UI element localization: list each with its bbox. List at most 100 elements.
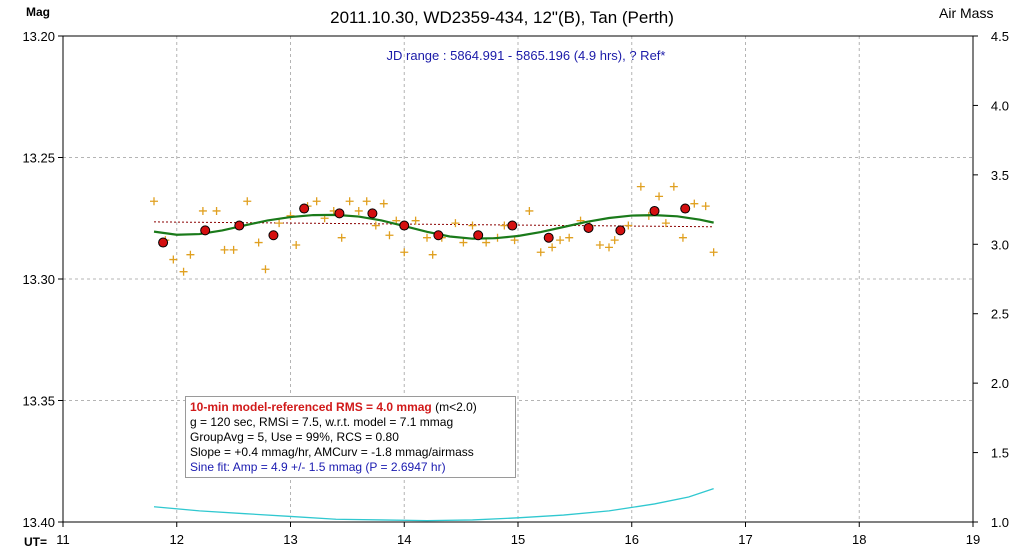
group-average-point [299, 203, 310, 214]
raw-data-point [678, 233, 687, 242]
raw-data-point [312, 197, 321, 206]
y-tick-label: 13.40 [22, 515, 55, 530]
group-average-point [680, 203, 691, 214]
raw-data-point [595, 240, 604, 249]
chart-title: 2011.10.30, WD2359-434, 12"(B), Tan (Per… [330, 8, 674, 27]
group-average-point [399, 220, 410, 231]
group-average-point [583, 222, 594, 233]
raw-data-point [428, 250, 437, 259]
raw-data-point [186, 250, 195, 259]
raw-data-point [411, 216, 420, 225]
raw-data-point [669, 182, 678, 191]
group-average-point [234, 220, 245, 231]
raw-data-point [400, 248, 409, 257]
info-line-5: Sine fit: Amp = 4.9 +/- 1.5 mmag (P = 2.… [190, 460, 446, 474]
statistics-box: 10-min model-referenced RMS = 4.0 mmag (… [185, 396, 516, 478]
raw-data-point [243, 197, 252, 206]
info-line-1: 10-min model-referenced RMS = 4.0 mmag (… [190, 400, 515, 415]
raw-data-point [482, 238, 491, 247]
raw-data-point [385, 231, 394, 240]
x-tick-label: 14 [397, 532, 411, 547]
raw-data-point [261, 265, 270, 274]
x-tick-label: 18 [852, 532, 866, 547]
info-rms-condition: (m<2.0) [431, 400, 477, 414]
raw-data-point [371, 221, 380, 230]
raw-data-point [655, 192, 664, 201]
y2-tick-label: 2.5 [991, 307, 1009, 322]
raw-data-point [198, 206, 207, 215]
raw-data-point [379, 199, 388, 208]
raw-data-point [150, 197, 158, 206]
y-tick-label: 13.30 [22, 272, 55, 287]
raw-data-point [468, 221, 477, 230]
y2-tick-label: 4.5 [991, 29, 1009, 44]
axes: 11 12 13 14 15 16 17 18 19 13.20 13.25 13.30 13.35 13… [22, 29, 1009, 547]
raw-data-point [536, 248, 545, 257]
y2-tick-label: 3.5 [991, 168, 1009, 183]
raw-data-point [661, 219, 670, 228]
info-rms-text: 10-min model-referenced RMS = 4.0 mmag [190, 400, 432, 414]
raw-data-point [556, 236, 565, 245]
raw-data-point [636, 182, 645, 191]
raw-data-point [565, 233, 574, 242]
group-average-point [268, 230, 279, 241]
y2-tick-label: 1.0 [991, 515, 1009, 530]
y-tick-label: 13.25 [22, 151, 55, 166]
x-axis-label: UT= [24, 535, 47, 549]
y2-tick-label: 3.0 [991, 237, 1009, 252]
y-tick-label: 13.35 [22, 394, 55, 409]
y2-tick-label: 4.0 [991, 98, 1009, 113]
raw-data-point [709, 248, 718, 257]
raw-data-point [624, 221, 633, 230]
raw-data-point [701, 202, 710, 211]
raw-data-point [179, 267, 188, 276]
x-tick-label: 15 [511, 532, 525, 547]
y-tick-label: 13.20 [22, 29, 55, 44]
raw-data-point [459, 238, 468, 247]
raw-data-point [254, 238, 263, 247]
raw-data-point [690, 199, 699, 208]
raw-data-point [212, 206, 221, 215]
y2-axis-label: Air Mass [939, 5, 993, 21]
group-average-point [200, 225, 211, 236]
group-average-point [507, 220, 518, 231]
x-tick-label: 12 [170, 532, 184, 547]
y2-tick-label: 1.5 [991, 446, 1009, 461]
raw-data-point [292, 240, 301, 249]
raw-data-point [337, 233, 346, 242]
y2-tick-label: 2.0 [991, 376, 1009, 391]
raw-data-point [362, 197, 371, 206]
raw-data-point [275, 219, 284, 228]
airmass-curve [153, 488, 714, 522]
jd-range-annotation: JD range : 5864.991 - 5865.196 (4.9 hrs)… [387, 48, 666, 63]
group-average-point [158, 237, 169, 248]
group-average-point [334, 208, 345, 219]
x-tick-label: 13 [283, 532, 297, 547]
info-line-2: g = 120 sec, RMSi = 7.5, w.r.t. model = … [190, 415, 454, 429]
raw-data-point [451, 219, 460, 228]
group-average-point [367, 208, 378, 219]
raw-data-point [605, 243, 613, 252]
x-tick-label: 17 [738, 532, 752, 547]
raw-data-point [229, 245, 238, 254]
group-average-point [473, 230, 484, 241]
raw-data-point [169, 255, 178, 264]
raw-data-point [500, 221, 509, 230]
raw-data-point [510, 236, 519, 245]
reference-dashed-line [153, 221, 714, 228]
group-average-point [615, 225, 626, 236]
raw-data-point [525, 206, 534, 215]
raw-data-point [548, 243, 557, 252]
x-tick-label: 19 [966, 532, 980, 547]
group-average-point [433, 230, 444, 241]
x-tick-label: 11 [56, 532, 70, 547]
raw-data-point [220, 245, 229, 254]
info-line-3: GroupAvg = 5, Use = 99%, RCS = 0.80 [190, 430, 399, 444]
raw-data-point [610, 236, 619, 245]
raw-data-point [354, 206, 363, 215]
x-tick-label: 16 [625, 532, 639, 547]
raw-data-point [345, 197, 354, 206]
y-axis-label: Mag [26, 5, 50, 19]
info-line-4: Slope = +0.4 mmag/hr, AMCurv = -1.8 mmag… [190, 445, 474, 459]
